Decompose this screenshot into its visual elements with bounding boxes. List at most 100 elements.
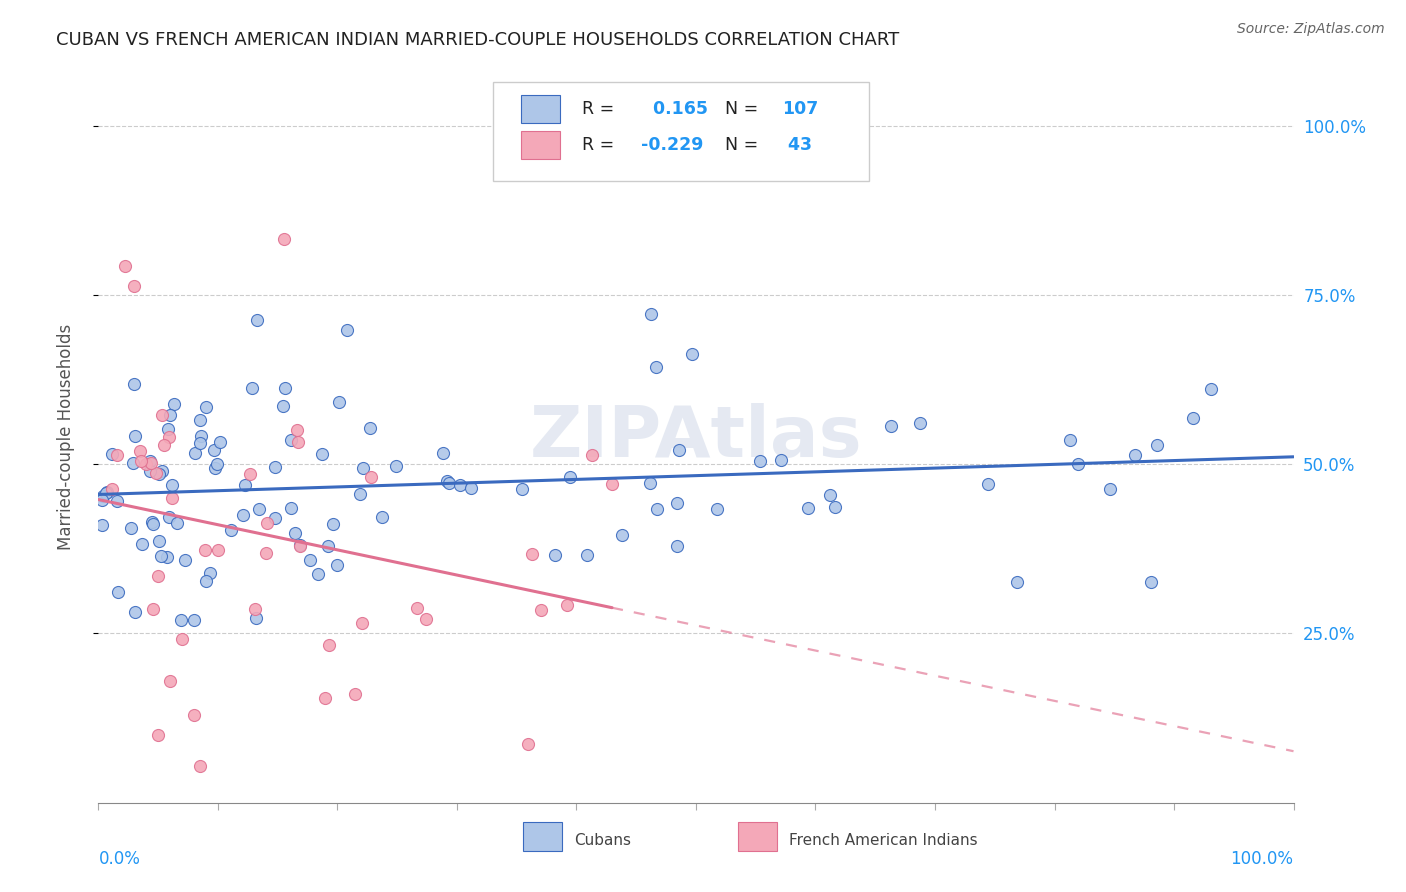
Point — [184, 446, 207, 460]
Point — [129, 454, 152, 468]
Point — [156, 422, 179, 436]
Point — [307, 566, 329, 581]
Point — [544, 548, 567, 562]
Bar — [523, 822, 562, 851]
Point — [406, 601, 429, 615]
Point — [1181, 410, 1204, 425]
Point — [148, 467, 170, 481]
Point — [145, 466, 167, 480]
Point — [188, 758, 211, 772]
Point — [96, 484, 118, 499]
Point — [240, 382, 263, 396]
Point — [880, 419, 903, 434]
Text: R =: R = — [582, 136, 614, 154]
Point — [198, 566, 221, 580]
Point — [352, 461, 374, 475]
Point — [150, 464, 173, 478]
Point — [600, 477, 623, 491]
Point — [139, 464, 162, 478]
Point — [315, 690, 337, 705]
Point — [245, 313, 267, 327]
Point — [1005, 575, 1028, 590]
Point — [120, 521, 142, 535]
Point — [124, 429, 146, 443]
Point — [432, 446, 454, 460]
Point — [148, 728, 170, 742]
Point — [284, 526, 307, 541]
Point — [328, 394, 350, 409]
Point — [194, 543, 217, 558]
Point — [769, 453, 792, 467]
Point — [135, 457, 157, 471]
Point — [163, 397, 186, 411]
Point — [124, 377, 146, 392]
Point — [264, 511, 287, 525]
Point — [204, 460, 226, 475]
Point — [207, 542, 229, 557]
Text: Source: ZipAtlas.com: Source: ZipAtlas.com — [1237, 22, 1385, 37]
Point — [977, 477, 1000, 491]
Point — [385, 459, 408, 474]
Point — [748, 454, 770, 468]
Point — [299, 553, 322, 567]
Point — [162, 477, 184, 491]
Point — [150, 409, 173, 423]
Point — [311, 447, 333, 461]
Point — [516, 737, 538, 751]
Point — [256, 516, 278, 530]
Point — [232, 508, 254, 523]
Point — [325, 558, 347, 572]
Point — [166, 516, 188, 530]
Point — [170, 632, 193, 646]
Point — [91, 492, 114, 507]
Point — [644, 359, 666, 374]
Point — [274, 381, 297, 395]
Point — [520, 547, 543, 561]
Point — [183, 613, 205, 627]
Point — [121, 456, 143, 470]
FancyBboxPatch shape — [494, 82, 869, 181]
Point — [105, 493, 128, 508]
Text: Cubans: Cubans — [574, 832, 631, 847]
Point — [415, 612, 437, 626]
Point — [575, 548, 598, 562]
Point — [202, 442, 225, 457]
Text: 0.0%: 0.0% — [98, 850, 141, 868]
Point — [558, 469, 581, 483]
Text: 100.0%: 100.0% — [1230, 850, 1294, 868]
Point — [359, 421, 381, 435]
Bar — [522, 131, 560, 159]
Point — [510, 483, 533, 497]
Point — [344, 688, 367, 702]
Point — [91, 518, 114, 533]
Point — [195, 574, 218, 589]
Point — [263, 459, 285, 474]
Point — [818, 488, 841, 502]
Point — [157, 430, 180, 444]
Y-axis label: Married-couple Households: Married-couple Households — [56, 324, 75, 550]
Point — [148, 569, 170, 583]
Text: -0.229: -0.229 — [641, 136, 704, 154]
Point — [290, 537, 312, 551]
Point — [371, 510, 394, 524]
Text: 0.165: 0.165 — [641, 100, 709, 118]
Point — [530, 603, 553, 617]
Point — [157, 510, 180, 524]
Point — [156, 550, 179, 565]
Point — [336, 322, 359, 336]
Point — [908, 416, 931, 430]
Point — [1146, 438, 1168, 452]
Point — [153, 438, 176, 452]
Point — [681, 346, 703, 360]
Bar — [738, 822, 778, 851]
Point — [273, 232, 295, 246]
Point — [280, 501, 302, 516]
Point — [665, 496, 688, 510]
Point — [645, 501, 668, 516]
Point — [245, 611, 267, 625]
Point — [190, 429, 212, 443]
Point — [1199, 382, 1222, 396]
Point — [1067, 457, 1090, 471]
Point — [105, 448, 128, 462]
Point — [190, 413, 212, 427]
